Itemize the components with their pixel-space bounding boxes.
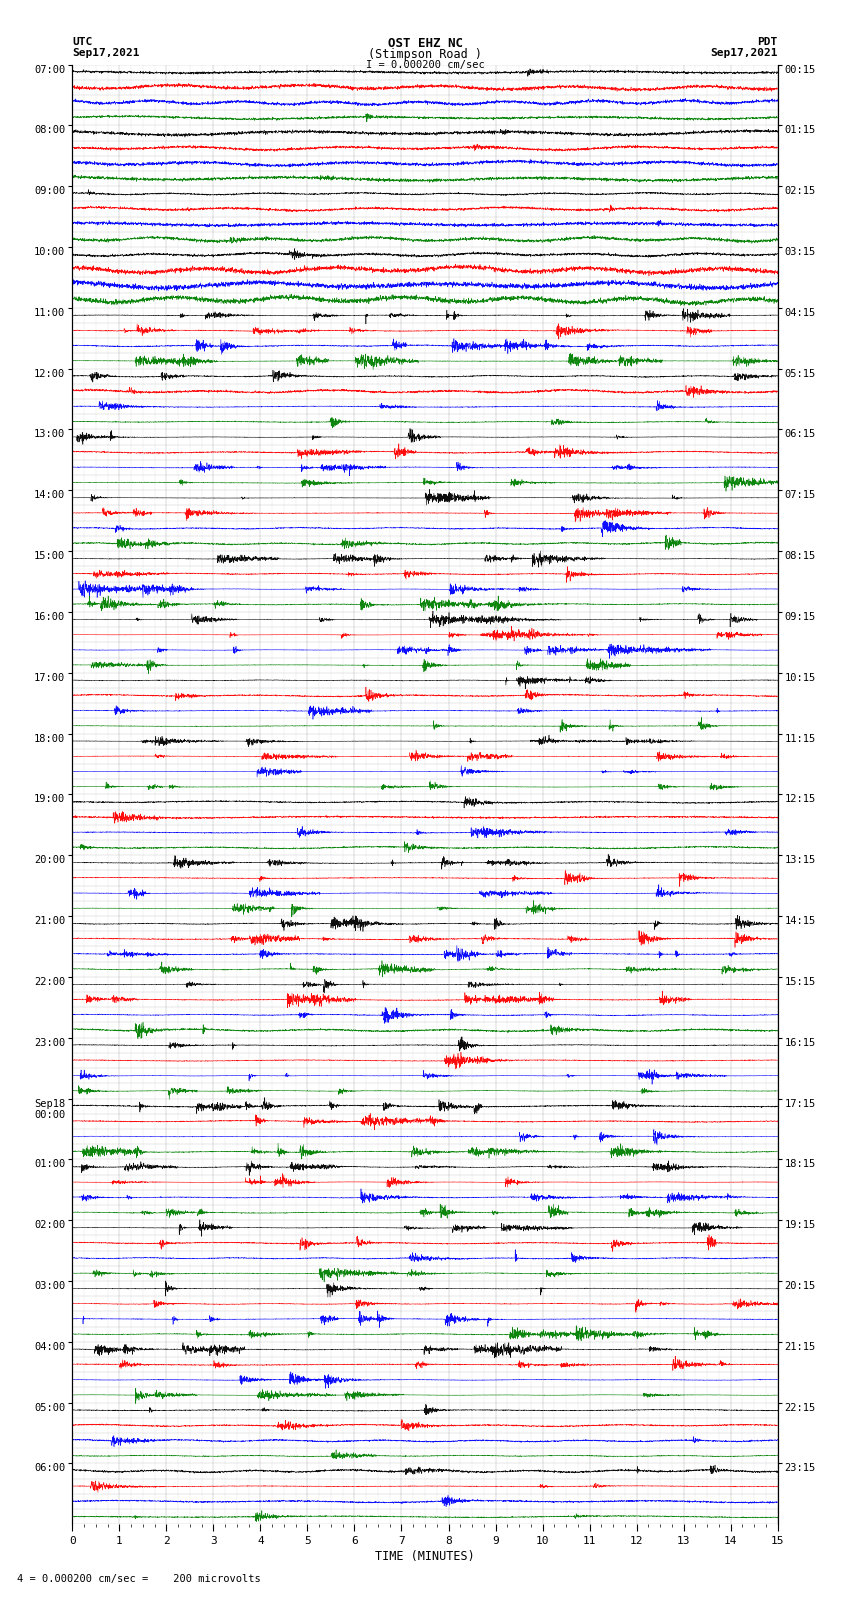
Text: I = 0.000200 cm/sec: I = 0.000200 cm/sec bbox=[366, 60, 484, 69]
X-axis label: TIME (MINUTES): TIME (MINUTES) bbox=[375, 1550, 475, 1563]
Text: UTC: UTC bbox=[72, 37, 93, 47]
Text: Sep17,2021: Sep17,2021 bbox=[72, 48, 139, 58]
Text: PDT: PDT bbox=[757, 37, 778, 47]
Text: Sep17,2021: Sep17,2021 bbox=[711, 48, 778, 58]
Text: 4 = 0.000200 cm/sec =    200 microvolts: 4 = 0.000200 cm/sec = 200 microvolts bbox=[17, 1574, 261, 1584]
Text: OST EHZ NC: OST EHZ NC bbox=[388, 37, 462, 50]
Text: (Stimpson Road ): (Stimpson Road ) bbox=[368, 48, 482, 61]
